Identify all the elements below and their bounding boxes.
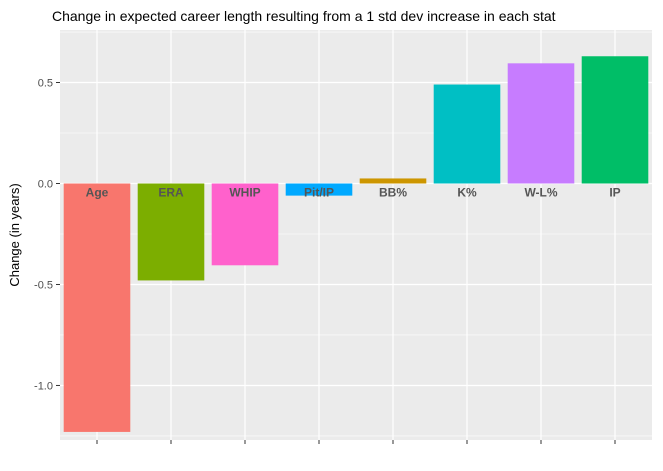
bar-label: W-L% (524, 185, 557, 199)
bar-w-l- (507, 63, 575, 184)
y-tick-label: -0.5 (34, 279, 53, 291)
x-axis-ticks (96, 440, 616, 444)
y-tick-label: 0.5 (38, 78, 53, 90)
chart-title: Change in expected career length resulti… (52, 8, 556, 24)
bar-label: Age (86, 185, 109, 199)
bar-label: BB% (379, 185, 407, 199)
y-axis-ticks: -1.0 -0.5 0.0 0.5 (34, 78, 60, 392)
y-tick-label: -1.0 (34, 380, 53, 392)
bars-group (63, 56, 649, 432)
bar-whip (211, 183, 279, 266)
bar-pit-ip (285, 183, 353, 196)
bar-k- (433, 84, 501, 184)
bar-label: ERA (158, 185, 184, 199)
bar-ip (581, 56, 649, 184)
bar-label: WHIP (229, 185, 260, 199)
bar-age (63, 183, 131, 432)
bar-era (137, 183, 205, 281)
y-axis-title: Change (in years) (7, 183, 22, 286)
bar-label: K% (457, 185, 477, 199)
bar-labels-group: Age ERA WHIP Pit/IP BB% K% W-L% IP (86, 185, 621, 199)
y-tick-label: 0.0 (38, 178, 53, 190)
bar-label: Pit/IP (304, 185, 334, 199)
bar-bb- (359, 178, 427, 184)
bar-label: IP (609, 185, 620, 199)
